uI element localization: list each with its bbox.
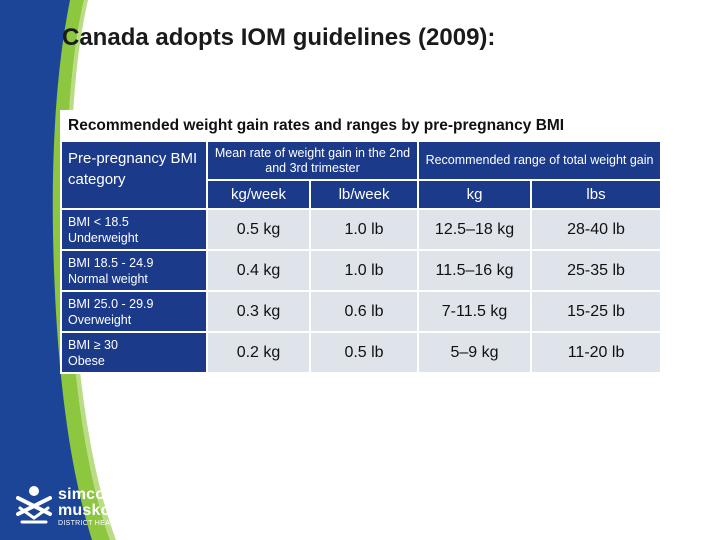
kg-range-cell: 12.5–18 kg — [419, 210, 531, 249]
bmi-label: Normal weight — [68, 271, 148, 286]
kg-week-cell: 0.2 kg — [208, 333, 309, 372]
lb-week-cell: 0.6 lb — [311, 292, 418, 331]
bmi-label: Obese — [68, 353, 105, 368]
bmi-label: Overweight — [68, 312, 132, 327]
lb-week-cell: 1.0 lb — [311, 210, 418, 249]
health-unit-logo-icon — [16, 486, 52, 524]
lb-range-cell: 25-35 lb — [532, 251, 661, 290]
rate-group-header: Mean rate of weight gain in the 2nd and … — [208, 142, 418, 179]
range-group-header: Recommended range of total weight gain — [419, 142, 661, 179]
bmi-label: Underweight — [68, 230, 139, 245]
health-unit-logo-text: simcoe muskoka DISTRICT HEALTH UNIT — [58, 487, 143, 529]
kg-range-cell: 5–9 kg — [419, 333, 531, 372]
lb-range-cell: 28-40 lb — [532, 210, 661, 249]
logo-line-district: DISTRICT HEALTH UNIT — [58, 520, 144, 527]
bmi-category-cell: BMI ≥ 30 Obese — [62, 333, 206, 372]
kg-range-cell: 11.5–16 kg — [419, 251, 531, 290]
unit-header-lb-week: lb/week — [311, 181, 418, 208]
lb-week-cell: 1.0 lb — [311, 251, 418, 290]
table-row: BMI < 18.5 Underweight 0.5 kg 1.0 lb 12.5… — [62, 210, 661, 249]
table-caption: Recommended weight gain rates and ranges… — [68, 117, 565, 134]
bmi-range: BMI 25.0 - 29.9 — [68, 296, 154, 311]
bmi-category-cell: BMI < 18.5 Underweight — [62, 210, 206, 249]
bmi-range: BMI 18.5 - 24.9 — [68, 255, 154, 270]
bmi-category-cell: BMI 25.0 - 29.9 Overweight — [62, 292, 206, 331]
slide-title: Canada adopts IOM guidelines (2009): — [62, 24, 496, 51]
bmi-category-cell: BMI 18.5 - 24.9 Normal weight — [62, 251, 206, 290]
table-row: BMI 18.5 - 24.9 Normal weight 0.4 kg 1.0 … — [62, 251, 661, 290]
kg-week-cell: 0.4 kg — [208, 251, 309, 290]
logo-line-simcoe: simcoe — [58, 486, 115, 503]
lb-week-cell: 0.5 lb — [311, 333, 418, 372]
table-row: BMI ≥ 30 Obese 0.2 kg 0.5 lb 5–9 kg 11-20… — [62, 333, 661, 372]
kg-range-cell: 7-11.5 kg — [419, 292, 531, 331]
weight-gain-table: Pre-pregnancy BMI category Mean rate of … — [60, 140, 662, 374]
blue-swoosh — [0, 0, 92, 540]
kg-week-cell: 0.3 kg — [208, 292, 309, 331]
kg-week-cell: 0.5 kg — [208, 210, 309, 249]
lb-range-cell: 11-20 lb — [532, 333, 661, 372]
logo-line-muskoka: muskoka — [58, 502, 129, 519]
category-header: Pre-pregnancy BMI category — [62, 142, 206, 208]
unit-header-kg: kg — [419, 181, 531, 208]
bmi-range: BMI ≥ 30 — [68, 337, 118, 352]
lb-range-cell: 15-25 lb — [532, 292, 661, 331]
table-row: BMI 25.0 - 29.9 Overweight 0.3 kg 0.6 lb … — [62, 292, 661, 331]
bmi-range: BMI < 18.5 — [68, 214, 129, 229]
unit-header-kg-week: kg/week — [208, 181, 309, 208]
unit-header-lbs: lbs — [532, 181, 661, 208]
